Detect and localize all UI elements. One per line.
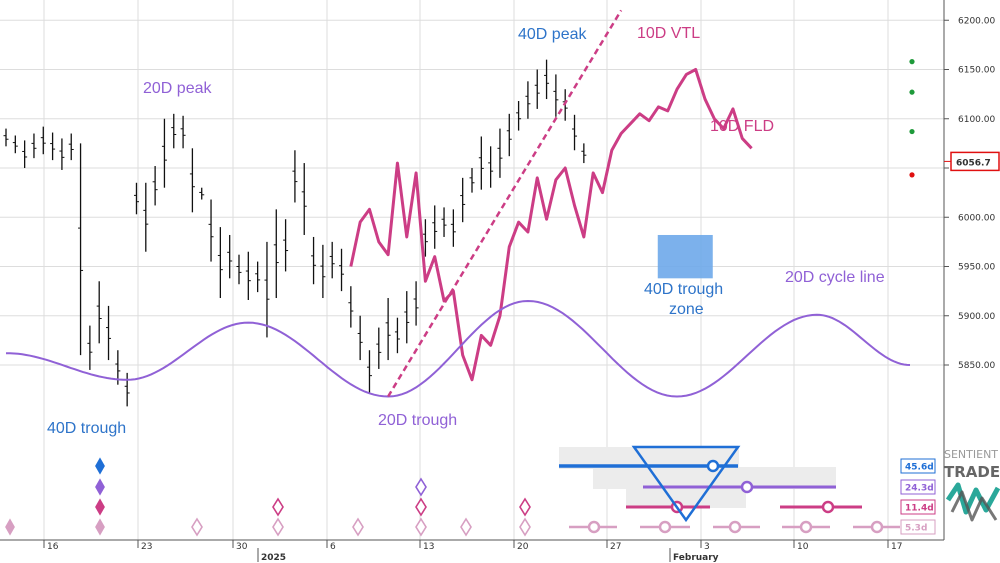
annotation-line: 40D peak <box>518 26 587 43</box>
x-tick-label: 30 <box>236 542 248 552</box>
cycle-projection-point <box>706 459 720 473</box>
price-bars <box>3 59 587 407</box>
cycle-projection-point <box>821 500 835 514</box>
period-box <box>900 519 936 535</box>
period-label: 45.6d <box>905 463 934 473</box>
period-box <box>900 499 936 515</box>
annotation-label: 20D cycle line <box>785 269 885 286</box>
cycle-diamond <box>460 517 472 537</box>
y-tick-label: 5900.00 <box>958 312 995 322</box>
cycle-band <box>559 447 739 469</box>
cycle-panel: 45.6d 24.3d 11.4d 5.3d <box>5 445 936 537</box>
cycle-diamond <box>5 518 15 536</box>
x-tick-label: 3 <box>704 542 710 552</box>
signal-dot <box>909 172 915 178</box>
signal-dot <box>909 59 915 65</box>
cycle-diamond <box>95 518 105 536</box>
x-axis: 16 23 30 6 13 20 27 3 10 17 2025 February <box>0 539 944 563</box>
annotation-line: zone <box>669 301 704 318</box>
x-tick-label: 16 <box>47 542 59 552</box>
brand-line1: SENTIENT <box>944 448 998 461</box>
annotation-line: 40D trough <box>47 420 126 437</box>
annotation-label: 40D trough <box>47 420 126 437</box>
annotation-label: 20D trough <box>378 412 457 429</box>
cycle-diamond <box>519 497 531 517</box>
cycle-diamond <box>272 517 284 537</box>
period-box <box>900 458 936 474</box>
period-label: 11.4d <box>905 504 934 514</box>
cycle-diamond <box>415 497 427 517</box>
cycle-line <box>5 299 911 398</box>
cycle-projection-point <box>799 520 813 534</box>
series-lines <box>5 9 911 398</box>
cycle-diamond <box>519 517 531 537</box>
last-price-box <box>950 151 1000 172</box>
cycle-diamond <box>415 477 427 497</box>
month-label: 2025 <box>261 553 286 563</box>
x-tick-label: 27 <box>610 542 621 552</box>
signal-dot <box>909 89 915 95</box>
last-price-label: 6056.7 <box>956 158 991 168</box>
x-tick-label: 20 <box>517 542 529 552</box>
y-tick-label: 5950.00 <box>958 263 995 273</box>
signal-dot <box>909 128 915 135</box>
month-label: February <box>673 553 719 563</box>
annotation-label: 40D trough zone <box>644 281 723 318</box>
cycle-diamond <box>95 478 105 496</box>
cycle-diamond <box>95 498 105 516</box>
cycle-diamond <box>95 457 105 475</box>
x-tick-label: 10 <box>797 542 809 552</box>
cycle-diamond <box>352 517 364 537</box>
annotation-line: 20D trough <box>378 412 457 429</box>
brand-line2: TRADER <box>944 463 1000 481</box>
cycle-diamond <box>191 517 203 537</box>
brand-logo: SENTIENT TRADER <box>944 448 1000 522</box>
period-label: 5.3d <box>905 524 927 534</box>
annotation-line: 20D peak <box>143 80 212 97</box>
y-axis: 5850.005900.005950.006000.006050.006100.… <box>909 0 1000 540</box>
trough-triangle <box>631 445 741 523</box>
annotation-line: 40D trough <box>644 281 723 298</box>
trough-zone <box>657 234 713 279</box>
cycle-projection-point <box>587 520 601 534</box>
cycle-projection-point <box>870 520 884 534</box>
annotation-label: 10D VTL <box>637 25 700 42</box>
cycle-projection-point <box>658 520 672 534</box>
annotation-line: 10D VTL <box>637 25 700 42</box>
x-tick-label: 6 <box>330 542 336 552</box>
y-tick-label: 6150.00 <box>958 66 995 76</box>
y-tick-label: 6200.00 <box>958 16 995 26</box>
annotation-line: 10D FLD <box>710 118 774 135</box>
cycle-diamond <box>272 497 284 517</box>
annotation-label: 10D FLD <box>710 118 774 135</box>
x-tick-label: 23 <box>141 542 152 552</box>
cycle-diamond <box>415 517 427 537</box>
annotation-label: 40D peak <box>518 26 587 43</box>
trough-zone-box <box>657 234 713 279</box>
y-tick-label: 6000.00 <box>958 213 995 223</box>
fld-line <box>349 68 753 382</box>
x-tick-label: 13 <box>423 542 434 552</box>
annotations: 40D peak 20D peak 10D VTL 10D FLD 40D trough… <box>47 25 885 437</box>
y-tick-label: 5850.00 <box>958 361 995 371</box>
brand-mark-shadow <box>950 490 998 522</box>
x-tick-label: 17 <box>891 542 902 552</box>
cycle-projection-point <box>728 520 742 534</box>
cycle-projection-point <box>740 480 754 494</box>
cycle-band <box>626 488 746 508</box>
annotation-line: 20D cycle line <box>785 269 885 286</box>
period-box <box>900 479 936 495</box>
y-tick-label: 6100.00 <box>958 115 995 125</box>
period-label: 24.3d <box>905 484 934 494</box>
annotation-label: 20D peak <box>143 80 212 97</box>
vtl-line <box>387 9 623 398</box>
